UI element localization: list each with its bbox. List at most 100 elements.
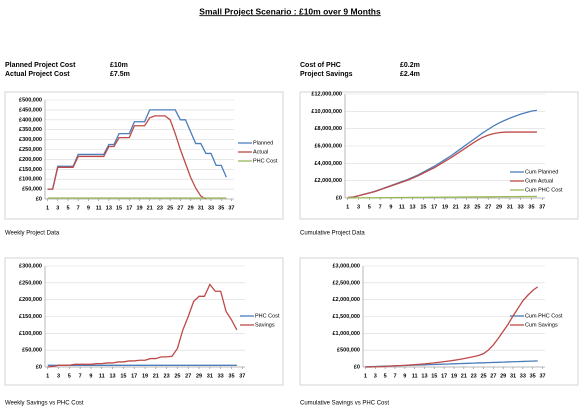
x-tick-label: 19 (451, 373, 457, 379)
x-tick-label: 17 (441, 373, 447, 379)
summary-value: £0.2m (400, 62, 420, 69)
x-tick-label: 27 (177, 205, 183, 211)
x-tick-label: 1 (46, 373, 49, 379)
x-tick-label: 7 (393, 373, 396, 379)
x-tick-label: 11 (96, 205, 102, 211)
x-tick-label: 9 (403, 373, 406, 379)
series-line (47, 283, 238, 368)
legend-label: Cum Savings (525, 322, 558, 328)
x-tick-label: 25 (474, 204, 480, 210)
x-tick-label: 9 (89, 373, 92, 379)
x-tick-label: 7 (77, 205, 80, 211)
y-tick-label: £250,000 (19, 280, 42, 286)
series-line (347, 109, 538, 199)
x-tick-label: 27 (490, 373, 496, 379)
y-tick-label: £0 (336, 195, 342, 201)
chart-frame (4, 257, 284, 386)
y-tick-label: £250,000 (19, 147, 42, 153)
chart-caption: Weekly Savings vs PHC Cost (5, 401, 84, 407)
y-tick-label: £0 (36, 364, 42, 370)
x-tick-label: 25 (480, 373, 486, 379)
x-tick-label: 21 (153, 373, 159, 379)
chart-caption: Cumulative Savings vs PHC Cost (300, 401, 389, 407)
summary-value: £10m (110, 62, 128, 69)
legend-label: Actual (253, 149, 268, 155)
x-tick-label: 17 (126, 205, 132, 211)
x-tick-label: 11 (399, 204, 405, 210)
summary-label: Actual Project Cost (5, 71, 70, 78)
x-tick-label: 13 (106, 205, 112, 211)
y-tick-label: £2,000,000 (332, 297, 360, 303)
x-tick-label: 21 (461, 373, 467, 379)
legend-label: Savings (255, 322, 275, 328)
y-tick-label: £2,000,000 (314, 178, 342, 184)
x-tick-label: 25 (167, 205, 173, 211)
y-tick-label: £0 (36, 196, 42, 202)
x-tick-label: 15 (120, 373, 126, 379)
x-tick-label: 31 (507, 204, 513, 210)
x-tick-label: 13 (110, 373, 116, 379)
x-tick-label: 35 (528, 204, 534, 210)
x-tick-label: 21 (453, 204, 459, 210)
x-tick-label: 29 (188, 205, 194, 211)
x-tick-label: 9 (87, 205, 90, 211)
x-tick-label: 19 (142, 373, 148, 379)
x-tick-label: 35 (228, 373, 234, 379)
legend-label: Cum Actual (525, 178, 553, 184)
y-tick-label: £1,000,000 (332, 331, 360, 337)
y-tick-label: £200,000 (19, 297, 42, 303)
chart-frame (299, 257, 579, 386)
y-tick-label: £150,000 (19, 314, 42, 320)
series-line (347, 195, 537, 199)
page-title: Small Project Scenario : £10m over 9 Mon… (199, 6, 381, 16)
legend-label: Planned (253, 140, 273, 146)
x-tick-label: 33 (208, 205, 214, 211)
x-tick-label: 19 (442, 204, 448, 210)
x-tick-label: 15 (431, 373, 437, 379)
x-tick-label: 5 (368, 204, 371, 210)
y-tick-label: £1,500,000 (332, 314, 360, 320)
summary-value: £2.4m (400, 71, 420, 78)
x-tick-label: 7 (379, 204, 382, 210)
x-tick-label: 37 (539, 373, 545, 379)
y-tick-label: £3,000,000 (332, 263, 360, 269)
y-tick-label: £50,000 (22, 348, 42, 354)
y-tick-label: £500,000 (337, 348, 360, 354)
x-tick-label: 5 (66, 205, 69, 211)
y-tick-label: £400,000 (19, 117, 42, 123)
x-tick-label: 3 (357, 204, 360, 210)
x-tick-label: 1 (46, 205, 49, 211)
x-tick-label: 33 (518, 204, 524, 210)
chart-caption: Cumulative Project Data (300, 231, 365, 237)
x-tick-label: 29 (500, 373, 506, 379)
x-tick-label: 21 (147, 205, 153, 211)
x-tick-label: 25 (174, 373, 180, 379)
x-tick-label: 37 (228, 205, 234, 211)
chart-frame (4, 91, 284, 220)
x-tick-label: 27 (485, 204, 491, 210)
summary-label: Planned Project Cost (5, 62, 76, 69)
y-tick-label: £6,000,000 (314, 143, 342, 149)
y-tick-label: £350,000 (19, 127, 42, 133)
x-tick-label: 31 (510, 373, 516, 379)
x-tick-label: 15 (116, 205, 122, 211)
legend-label: Cum Planned (525, 169, 558, 175)
x-tick-label: 31 (198, 205, 204, 211)
x-tick-label: 23 (471, 373, 477, 379)
legend-label: Cum PHC Cost (525, 187, 563, 193)
summary-value: £7.5m (110, 71, 130, 78)
series-line (47, 115, 207, 200)
legend-label: PHC Cost (255, 313, 280, 319)
y-tick-label: £450,000 (19, 107, 42, 113)
legend-label: PHC Cost (253, 158, 278, 164)
y-tick-label: £100,000 (19, 177, 42, 183)
x-tick-label: 35 (218, 205, 224, 211)
summary-label: Project Savings (300, 71, 353, 78)
x-tick-label: 23 (157, 205, 163, 211)
x-tick-label: 23 (464, 204, 470, 210)
summary-label: Cost of PHC (300, 62, 341, 69)
x-tick-label: 33 (218, 373, 224, 379)
y-tick-label: £4,000,000 (314, 161, 342, 167)
x-tick-label: 11 (412, 373, 418, 379)
